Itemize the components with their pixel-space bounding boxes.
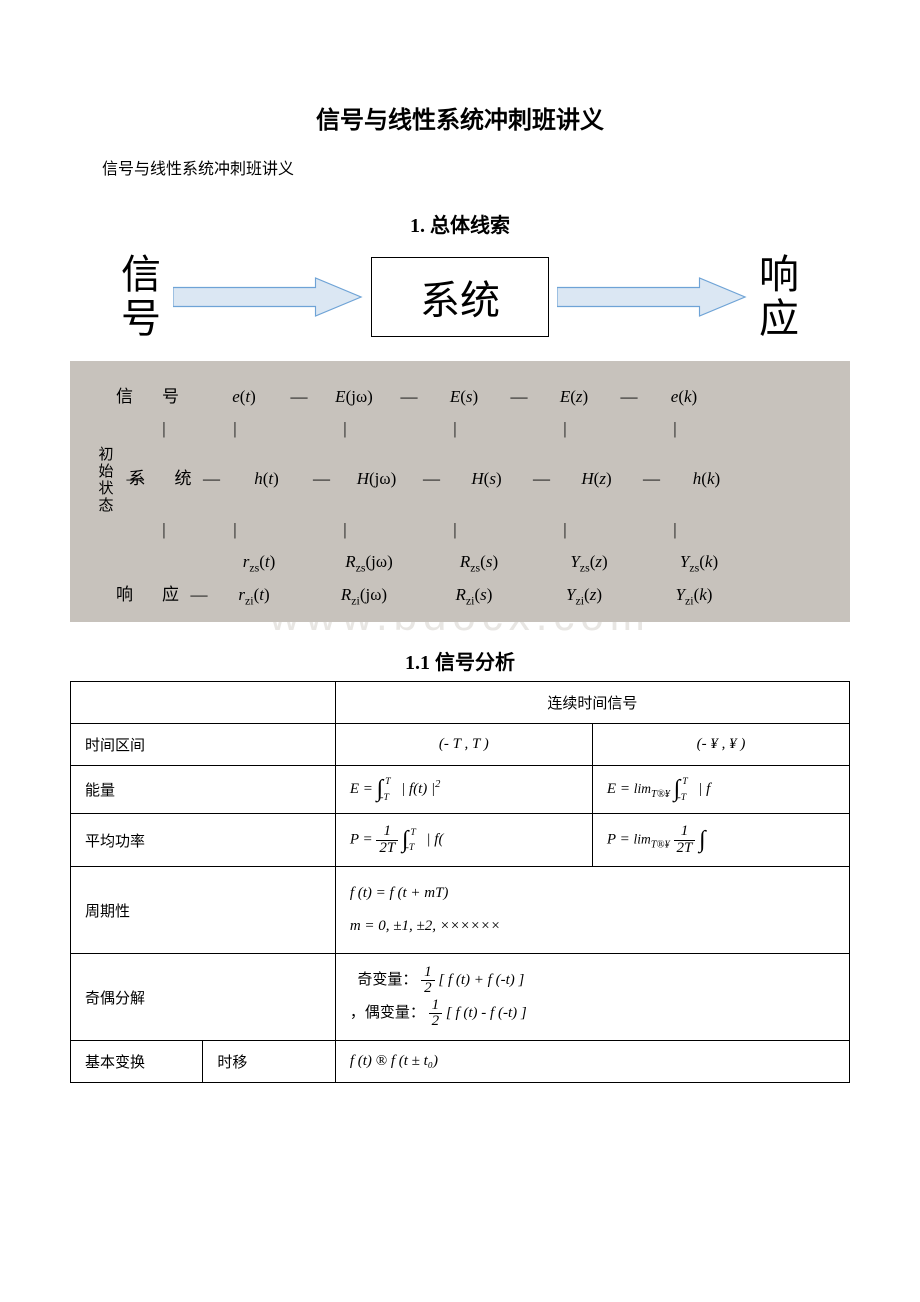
arrow-right-icon xyxy=(557,276,747,318)
flow-right-label: 响应 xyxy=(755,253,803,341)
main-title: 信号与线性系统冲刺班讲义 xyxy=(70,100,850,135)
energy-c1: E = ∫-TT | f(t) |2 xyxy=(335,765,592,813)
grey-side-label: 初始状态 xyxy=(90,446,119,514)
grey-r2-cn: 系 统 xyxy=(129,463,198,495)
period-formula: f (t) = f (t + mT) m = 0, ±1, ±2, ×××××× xyxy=(335,867,849,954)
time-c2: (- ¥ , ¥ ) xyxy=(592,723,849,765)
trans-formula: f (t) ® f (t ± t₀) xyxy=(335,1041,849,1083)
row-oddeven-label: 奇偶分解 xyxy=(71,954,336,1041)
grey-relation-figure: 信 号 e(t)— E(jω)— E(s)— E(z)— e(k) | | | … xyxy=(70,361,850,622)
table-row: 平均功率 P = 12T ∫-TT | f( P = limT®¥ 12T ∫ xyxy=(71,813,850,867)
table-row: 能量 E = ∫-TT | f(t) |2 E = limT®¥ ∫-TT | … xyxy=(71,765,850,813)
power-c1: P = 12T ∫-TT | f( xyxy=(335,813,592,867)
grey-r1-cn: 信 号 xyxy=(116,381,185,413)
flow-left-label: 信号 xyxy=(117,253,165,341)
period-line1: f (t) = f (t + mT) xyxy=(350,885,449,901)
flow-diagram: 信号 系统 响应 xyxy=(70,253,850,341)
row-time-label: 时间区间 xyxy=(71,723,336,765)
odd-label: 奇变量： xyxy=(357,972,417,988)
oddeven-formula: 奇变量： 12 [ f (t) + f (-t) ] ，偶变量： 12 [ f … xyxy=(335,954,849,1041)
row-power-label: 平均功率 xyxy=(71,813,336,867)
even-label: ，偶变量： xyxy=(350,1005,425,1021)
table-row: 奇偶分解 奇变量： 12 [ f (t) + f (-t) ] ，偶变量： 12… xyxy=(71,954,850,1041)
table-header-cts: 连续时间信号 xyxy=(335,681,849,723)
system-box: 系统 xyxy=(371,257,549,337)
section-1-title: 1. 总体线索 xyxy=(70,209,850,238)
grey-r4-cn: 响 应 xyxy=(116,579,185,611)
signal-analysis-table: 连续时间信号 时间区间 (- T , T ) (- ¥ , ¥ ) 能量 E =… xyxy=(70,681,850,1084)
period-line2: m = 0, ±1, ±2, ×××××× xyxy=(350,918,501,934)
subtitle: 信号与线性系统冲刺班讲义 xyxy=(70,155,850,179)
row-energy-label: 能量 xyxy=(71,765,336,813)
row-trans-label: 基本变换 xyxy=(71,1041,203,1083)
table-row: 周期性 f (t) = f (t + mT) m = 0, ±1, ±2, ××… xyxy=(71,867,850,954)
row-trans-sub: 时移 xyxy=(203,1041,335,1083)
table-row: 连续时间信号 xyxy=(71,681,850,723)
power-c2: P = limT®¥ 12T ∫ xyxy=(592,813,849,867)
table-row: 时间区间 (- T , T ) (- ¥ , ¥ ) xyxy=(71,723,850,765)
time-c1: (- T , T ) xyxy=(335,723,592,765)
arrow-left-icon xyxy=(173,276,363,318)
section-1-1-title: 1.1 信号分析 xyxy=(70,646,850,675)
row-period-label: 周期性 xyxy=(71,867,336,954)
energy-c2: E = limT®¥ ∫-TT | f xyxy=(592,765,849,813)
table-row: 基本变换 时移 f (t) ® f (t ± t₀) xyxy=(71,1041,850,1083)
